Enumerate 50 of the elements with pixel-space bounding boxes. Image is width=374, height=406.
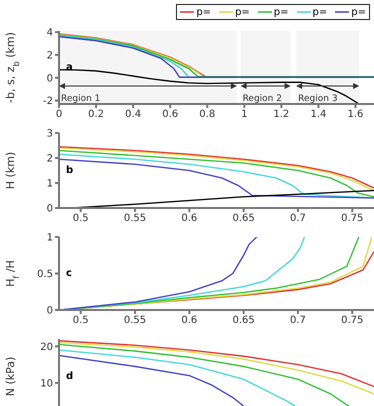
y-tick-label: 2 — [46, 50, 53, 62]
y-tick-label: 10 — [40, 378, 53, 390]
annotation: d — [66, 370, 74, 382]
legend-label: p= — [196, 6, 212, 18]
line-series — [59, 342, 374, 395]
x-tick-label: 1.2 — [273, 109, 290, 120]
y-axis-title: N (kPa) — [4, 356, 17, 396]
y-tick-label: 0 — [46, 204, 53, 215]
x-tick-label: 0.2 — [88, 109, 104, 120]
legend-label: p= — [351, 6, 366, 18]
band-label: Region 3 — [298, 94, 338, 104]
x-tick-label: 0.6 — [162, 109, 178, 120]
y-tick-label: 0 — [46, 73, 53, 84]
x-tick-label: 0.5 — [72, 213, 89, 224]
x-tick-label: 0 — [56, 109, 62, 120]
x-tick-label: 0.65 — [232, 315, 255, 326]
x-tick-label: 0.7 — [290, 213, 306, 224]
legend-label: p= — [235, 6, 250, 18]
band-label: Region 2 — [242, 94, 282, 104]
annotation: b — [66, 164, 74, 176]
y-tick-label: 0 — [46, 306, 53, 317]
x-tick-label: 1.4 — [310, 109, 326, 120]
legend-label: p= — [274, 6, 289, 18]
annotation: c — [66, 268, 72, 278]
y-tick-label: 1 — [46, 232, 53, 244]
y-tick-label: 4 — [46, 28, 53, 39]
x-tick-label: 0.75 — [341, 213, 364, 224]
y-tick-label: 0.5 — [37, 269, 53, 280]
x-tick-label: 0.7 — [290, 315, 306, 326]
legend-label: p= — [312, 6, 328, 18]
y-tick-label: 20 — [40, 342, 53, 353]
x-tick-label: 0.6 — [181, 315, 198, 326]
y-tick-label: 3 — [46, 128, 53, 140]
x-tick-label: 0.55 — [124, 315, 146, 326]
y-tick-label: -2 — [43, 96, 53, 108]
x-tick-label: 0.4 — [125, 109, 142, 120]
y-tick-label: 1 — [46, 178, 53, 190]
x-tick-label: 1.6 — [348, 109, 364, 120]
x-tick-label: 0.65 — [232, 213, 255, 224]
line-series — [59, 340, 374, 388]
x-tick-label: 1 — [241, 109, 248, 120]
x-tick-label: 0.6 — [181, 213, 198, 224]
y-axis-title: H (km) — [4, 152, 17, 190]
y-tick-label: 2 — [46, 154, 53, 165]
band-label: Region 1 — [61, 94, 100, 104]
x-tick-label: 0.75 — [341, 315, 364, 326]
x-tick-label: 0.5 — [72, 315, 89, 326]
x-tick-label: 0.8 — [199, 109, 216, 120]
line-series — [59, 69, 360, 104]
x-tick-label: 0.55 — [124, 213, 146, 224]
